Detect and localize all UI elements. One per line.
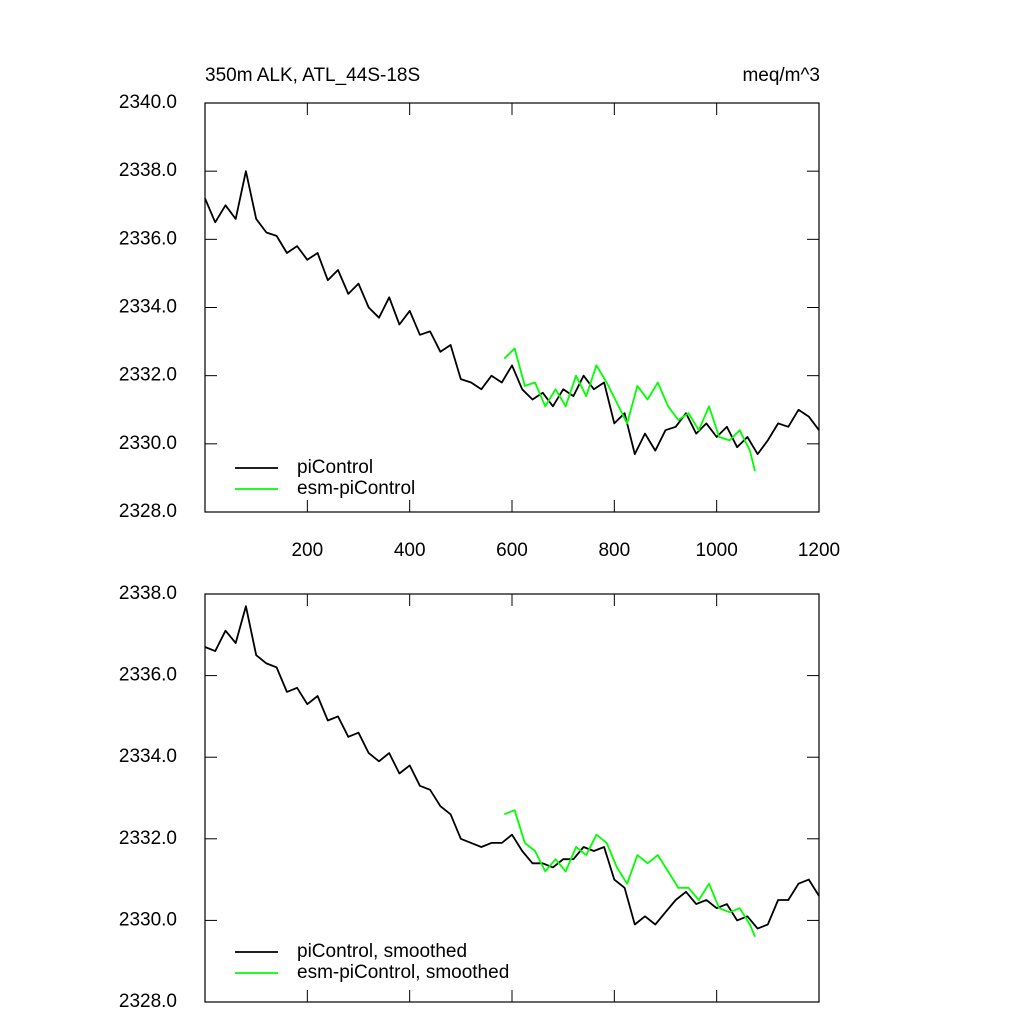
y-tick-label: 2330.0: [119, 909, 177, 930]
x-tick-label: 600: [496, 540, 528, 561]
y-tick-label: 2328.0: [119, 501, 177, 522]
y-tick-label: 2330.0: [119, 433, 177, 454]
legend-label: esm-piControl: [297, 478, 415, 499]
x-tick-label: 200: [291, 540, 323, 561]
x-tick-label: 400: [394, 540, 426, 561]
y-tick-label: 2338.0: [119, 160, 177, 181]
chart-title: 350m ALK, ATL_44S-18S: [205, 65, 420, 86]
data-line: [204, 605, 820, 930]
y-tick-label: 2332.0: [119, 365, 177, 386]
y-tick-label: 2336.0: [119, 228, 177, 249]
y-tick-label: 2328.0: [119, 991, 177, 1012]
y-tick-label: 2338.0: [119, 583, 177, 604]
x-tick-label: 800: [598, 540, 630, 561]
legend-label: esm-piControl, smoothed: [297, 962, 509, 983]
y-tick-label: 2336.0: [119, 665, 177, 686]
data-line: [503, 809, 756, 938]
y-tick-label: 2340.0: [119, 92, 177, 113]
y-tick-label: 2332.0: [119, 828, 177, 849]
data-line: [204, 170, 820, 456]
data-line: [503, 347, 756, 472]
y-tick-label: 2334.0: [119, 746, 177, 767]
y-tick-label: 2334.0: [119, 297, 177, 318]
units-label: meq/m^3: [742, 65, 820, 86]
legend-label: piControl: [297, 457, 373, 478]
plot-frame: [204, 102, 820, 513]
x-tick-label: 1000: [696, 540, 738, 561]
legend-label: piControl, smoothed: [297, 941, 467, 962]
x-tick-label: 1200: [798, 540, 840, 561]
